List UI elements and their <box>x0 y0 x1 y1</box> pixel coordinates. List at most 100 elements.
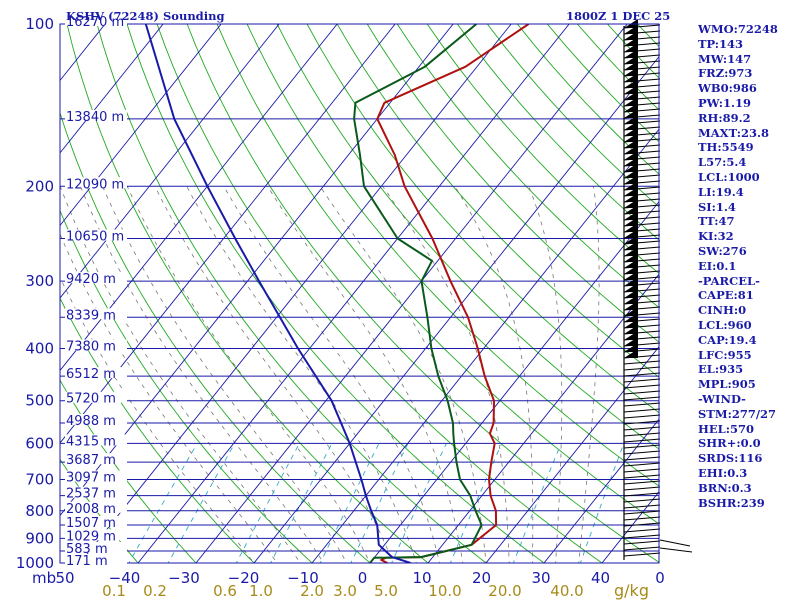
mixing-ratio-label: 10.0 <box>428 582 461 600</box>
wind-barb <box>623 408 661 413</box>
isotherm-line <box>60 24 338 372</box>
wind-flag <box>624 127 638 136</box>
mixing-ratio-label: 5.0 <box>374 582 398 600</box>
mixing-ratio-label: 0.6 <box>213 582 237 600</box>
x-tick-label: 0 <box>358 569 368 587</box>
wind-barb <box>659 547 693 553</box>
height-label-bg <box>65 391 127 403</box>
index-row: STM:277/27 <box>698 406 777 421</box>
mixing-ratio-lines <box>128 443 625 563</box>
wind-flag <box>624 67 638 76</box>
height-label: 3097 m <box>66 471 116 486</box>
wind-flag <box>624 37 638 46</box>
height-label-bg <box>65 453 127 465</box>
isotherm-line <box>60 24 396 444</box>
x-tick-label: 0 <box>655 569 665 587</box>
series-line-1 <box>353 24 483 563</box>
wind-flag <box>624 187 638 196</box>
wind-barb <box>623 414 661 419</box>
x-tick-label: −40 <box>109 569 141 587</box>
dry-adiabat <box>336 24 659 378</box>
wind-barb <box>623 378 661 383</box>
wind-flag <box>624 115 638 124</box>
height-label: 13840 m <box>66 110 124 125</box>
index-row: SI:1.4 <box>698 199 736 214</box>
height-label-bg <box>65 529 127 541</box>
wind-barb <box>623 468 661 473</box>
height-label-bg <box>65 541 127 553</box>
wind-barb <box>623 384 661 389</box>
moist-adiabat <box>528 186 563 563</box>
wind-flag <box>624 307 638 316</box>
wind-flag <box>624 229 638 238</box>
height-label: 5720 m <box>66 392 116 407</box>
moist-adiabats <box>60 186 600 563</box>
height-label-bg <box>65 15 127 26</box>
dry-adiabat <box>156 24 603 563</box>
mixing-ratio-line <box>270 443 333 563</box>
wind-flag <box>624 61 638 70</box>
wind-flag <box>624 145 638 154</box>
wind-barb <box>623 486 661 491</box>
height-label: 8339 m <box>66 308 116 323</box>
dry-adiabat <box>246 24 659 487</box>
dry-adiabat <box>276 24 659 450</box>
index-row: L57:5.4 <box>698 155 747 170</box>
index-row: SRDS:116 <box>698 451 763 466</box>
mixing-ratio-label: 0.2 <box>143 582 167 600</box>
wind-flag <box>624 25 638 34</box>
wind-barb <box>623 420 661 425</box>
wind-flag <box>624 217 638 226</box>
index-row: EHI:0.3 <box>698 465 748 480</box>
wind-flag <box>624 49 638 58</box>
height-label: 2008 m <box>66 502 116 517</box>
moist-adiabat <box>154 186 394 563</box>
wind-flag <box>624 223 638 232</box>
wind-barb <box>623 390 661 395</box>
index-row: RH:89.2 <box>698 110 751 125</box>
moist-adiabat <box>60 233 278 563</box>
pressure-tick-label: 400 <box>25 340 54 358</box>
index-row: WMO:72248 <box>698 22 778 36</box>
wind-barb <box>623 552 661 557</box>
height-label-bg <box>65 434 127 446</box>
dry-adiabat <box>426 24 659 275</box>
moist-adiabat <box>267 186 464 563</box>
index-row: FRZ:973 <box>698 66 753 81</box>
dry-adiabat <box>216 24 659 525</box>
isotherms <box>60 24 659 563</box>
pressure-tick-label: 1000 <box>16 554 54 572</box>
chart-title: KSHV (72248) Sounding <box>66 9 225 23</box>
isotherm-line <box>79 24 512 563</box>
wind-flag <box>624 331 638 340</box>
height-label-bg <box>65 515 127 527</box>
x-tick-label: 30 <box>531 569 550 587</box>
index-row: BSHR:239 <box>698 495 765 510</box>
wind-barb <box>623 426 661 431</box>
index-row: CAPE:81 <box>698 288 754 303</box>
height-label: 9420 m <box>66 272 116 287</box>
mixing-ratio-label: 2.0 <box>300 582 324 600</box>
mixing-ratio-line <box>512 443 562 563</box>
index-row: MPL:905 <box>698 377 756 392</box>
mixing-ratio-line <box>128 443 198 563</box>
moist-adiabat <box>60 276 255 563</box>
plot-frame <box>59 23 660 564</box>
wind-flag <box>624 289 638 298</box>
mixing-ratio-label: 20.0 <box>488 582 521 600</box>
wind-barb <box>623 510 661 515</box>
wind-flag <box>624 79 638 88</box>
index-row: KI:32 <box>698 229 734 244</box>
index-row: SHR+:0.0 <box>698 436 761 451</box>
pressure-tick-label: 700 <box>25 471 54 489</box>
height-label-bg <box>65 109 127 121</box>
wind-flag <box>624 241 638 250</box>
wind-flag <box>624 133 638 142</box>
wind-flag <box>624 271 638 280</box>
isotherm-line <box>311 128 659 563</box>
wind-flag <box>624 139 638 148</box>
x-tick-label: −10 <box>287 569 319 587</box>
wind-barb <box>623 522 661 527</box>
wind-barbs <box>623 19 693 560</box>
